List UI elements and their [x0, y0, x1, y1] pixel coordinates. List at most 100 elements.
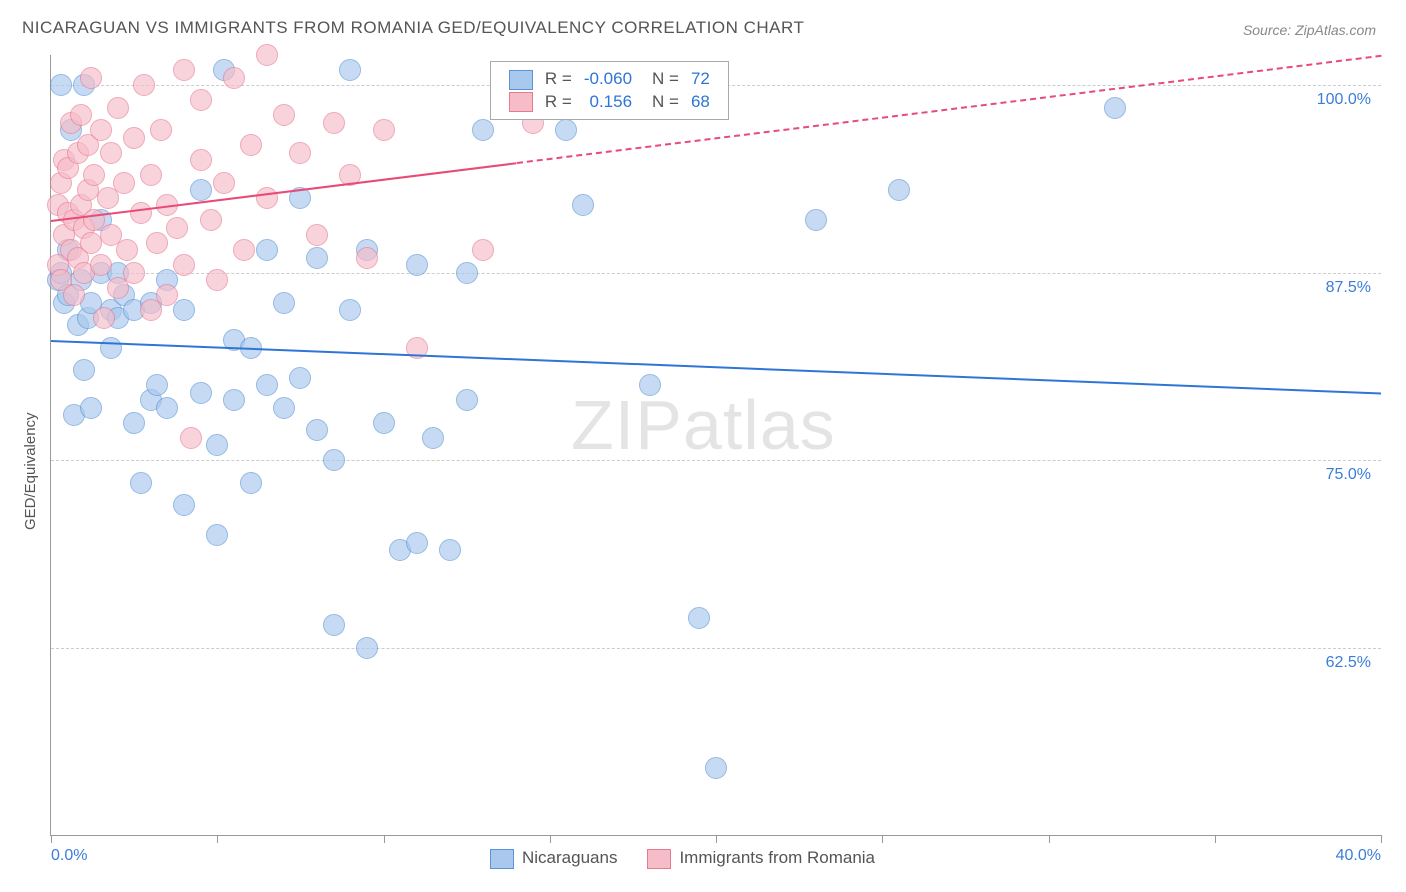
data-point	[572, 194, 594, 216]
data-point	[456, 262, 478, 284]
gridline	[51, 273, 1381, 274]
y-tick-label: 62.5%	[1326, 654, 1371, 672]
data-point	[173, 494, 195, 516]
x-tick	[550, 835, 551, 843]
data-point	[166, 217, 188, 239]
source-attribution: Source: ZipAtlas.com	[1243, 22, 1376, 38]
legend-swatch	[509, 92, 533, 112]
data-point	[256, 239, 278, 261]
data-point	[123, 412, 145, 434]
x-tick	[384, 835, 385, 843]
data-point	[256, 44, 278, 66]
y-tick-label: 75.0%	[1326, 466, 1371, 484]
data-point	[439, 539, 461, 561]
data-point	[173, 59, 195, 81]
data-point	[150, 119, 172, 141]
data-point	[339, 59, 361, 81]
x-tick	[1049, 835, 1050, 843]
data-point	[146, 232, 168, 254]
data-point	[83, 164, 105, 186]
x-tick	[882, 835, 883, 843]
plot-area: ZIPatlas 62.5%75.0%87.5%100.0%0.0%40.0%R…	[50, 55, 1381, 836]
data-point	[70, 104, 92, 126]
legend-item: Nicaraguans	[490, 848, 617, 869]
data-point	[206, 524, 228, 546]
data-point	[190, 382, 212, 404]
data-point	[156, 397, 178, 419]
legend-item: Immigrants from Romania	[647, 848, 875, 869]
gridline	[51, 460, 1381, 461]
data-point	[373, 412, 395, 434]
data-point	[472, 239, 494, 261]
data-point	[90, 254, 112, 276]
data-point	[130, 472, 152, 494]
data-point	[805, 209, 827, 231]
data-point	[140, 164, 162, 186]
data-point	[422, 427, 444, 449]
data-point	[356, 247, 378, 269]
data-point	[180, 427, 202, 449]
data-point	[273, 292, 295, 314]
data-point	[233, 239, 255, 261]
x-tick	[716, 835, 717, 843]
x-axis-max-label: 40.0%	[1336, 847, 1381, 865]
data-point	[200, 209, 222, 231]
x-tick	[217, 835, 218, 843]
data-point	[223, 67, 245, 89]
legend-swatch	[647, 849, 671, 869]
data-point	[156, 284, 178, 306]
data-point	[190, 149, 212, 171]
data-point	[240, 134, 262, 156]
data-point	[1104, 97, 1126, 119]
x-axis-min-label: 0.0%	[51, 847, 87, 865]
data-point	[116, 239, 138, 261]
data-point	[289, 367, 311, 389]
legend-label: Nicaraguans	[522, 848, 617, 867]
x-tick	[1381, 835, 1382, 843]
data-point	[107, 97, 129, 119]
data-point	[80, 397, 102, 419]
legend-stats-box: R =-0.060N =72R =0.156N =68	[490, 61, 729, 120]
data-point	[123, 262, 145, 284]
data-point	[240, 472, 262, 494]
data-point	[555, 119, 577, 141]
data-point	[190, 179, 212, 201]
legend-label: Immigrants from Romania	[679, 848, 875, 867]
data-point	[888, 179, 910, 201]
data-point	[93, 307, 115, 329]
y-tick-label: 87.5%	[1326, 279, 1371, 297]
legend-bottom: Nicaraguans Immigrants from Romania	[490, 848, 905, 869]
data-point	[130, 202, 152, 224]
data-point	[406, 532, 428, 554]
data-point	[146, 374, 168, 396]
data-point	[190, 89, 212, 111]
data-point	[406, 254, 428, 276]
data-point	[472, 119, 494, 141]
watermark: ZIPatlas	[571, 385, 836, 465]
data-point	[306, 224, 328, 246]
data-point	[639, 374, 661, 396]
legend-swatch	[490, 849, 514, 869]
data-point	[80, 232, 102, 254]
data-point	[206, 269, 228, 291]
data-point	[73, 359, 95, 381]
data-point	[256, 374, 278, 396]
data-point	[206, 434, 228, 456]
data-point	[90, 119, 112, 141]
y-tick-label: 100.0%	[1317, 91, 1371, 109]
chart-title: NICARAGUAN VS IMMIGRANTS FROM ROMANIA GE…	[22, 18, 804, 38]
data-point	[173, 254, 195, 276]
data-point	[213, 172, 235, 194]
data-point	[306, 247, 328, 269]
x-tick	[1215, 835, 1216, 843]
y-axis-label: GED/Equivalency	[22, 412, 39, 530]
data-point	[50, 74, 72, 96]
data-point	[323, 112, 345, 134]
legend-swatch	[509, 70, 533, 90]
data-point	[356, 637, 378, 659]
x-tick	[51, 835, 52, 843]
data-point	[688, 607, 710, 629]
data-point	[306, 419, 328, 441]
data-point	[63, 284, 85, 306]
gridline	[51, 648, 1381, 649]
